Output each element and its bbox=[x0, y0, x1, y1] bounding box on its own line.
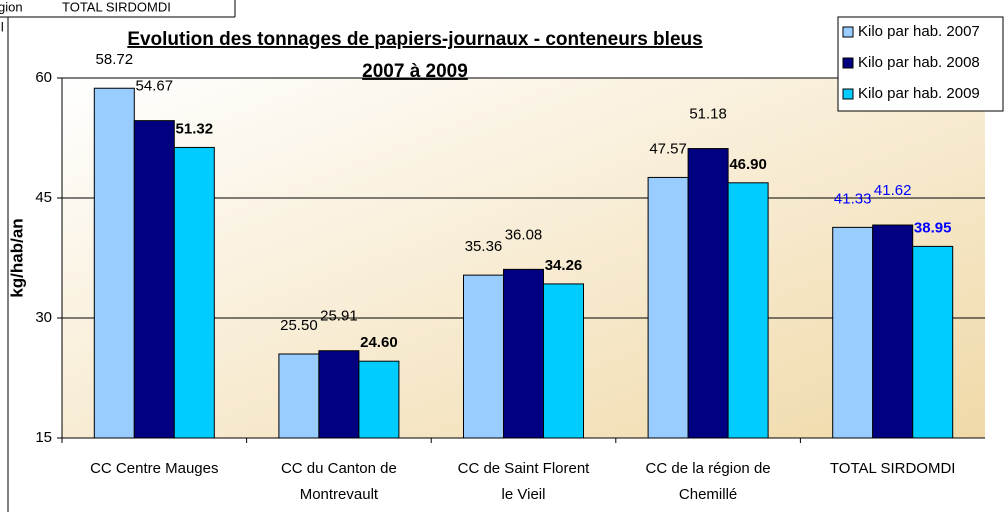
y-tick-label: 15 bbox=[35, 429, 52, 446]
bar bbox=[133, 120, 175, 439]
x-tick-label: Chemillé bbox=[679, 486, 737, 503]
x-tick-label: Montrevault bbox=[300, 486, 379, 503]
value-label: 25.50 bbox=[280, 317, 318, 334]
y-tick-label: 30 bbox=[35, 309, 52, 326]
y-axis-title: kg/hab/an bbox=[7, 218, 26, 297]
value-label: 34.26 bbox=[545, 257, 583, 274]
legend-label: Kilo par hab. 2008 bbox=[858, 54, 980, 71]
cell-text: gion bbox=[0, 0, 23, 14]
y-tick-label: 60 bbox=[35, 69, 52, 86]
legend-swatch bbox=[842, 26, 854, 38]
x-tick-label: TOTAL SIRDOMDI bbox=[830, 460, 956, 477]
bar bbox=[872, 224, 914, 439]
legend-label: Kilo par hab. 2009 bbox=[858, 85, 980, 102]
bar bbox=[912, 245, 954, 439]
bar bbox=[503, 268, 544, 439]
legend-swatch bbox=[842, 57, 854, 69]
bar bbox=[727, 182, 769, 439]
bar bbox=[93, 87, 135, 439]
chart-title: Evolution des tonnages de papiers-journa… bbox=[127, 29, 702, 50]
chart-subtitle: 2007 à 2009 bbox=[362, 61, 468, 82]
cell-text: il bbox=[0, 19, 4, 34]
value-label: 51.32 bbox=[176, 120, 214, 137]
value-label: 54.67 bbox=[136, 78, 174, 95]
value-label: 41.33 bbox=[834, 190, 872, 207]
value-label: 46.90 bbox=[729, 156, 767, 173]
value-label: 58.72 bbox=[96, 51, 134, 68]
value-label: 24.60 bbox=[360, 334, 398, 351]
bar bbox=[318, 350, 360, 439]
x-tick-label: CC du Canton de bbox=[281, 460, 397, 477]
value-label: 36.08 bbox=[505, 226, 543, 243]
bar bbox=[687, 148, 729, 439]
x-tick-label: le Vieil bbox=[502, 486, 546, 503]
value-label: 38.95 bbox=[914, 219, 952, 236]
bar bbox=[278, 353, 320, 439]
x-tick-label: CC de Saint Florent bbox=[458, 460, 591, 477]
value-label: 47.57 bbox=[649, 140, 687, 157]
value-label: 51.18 bbox=[689, 106, 727, 123]
y-tick-label: 45 bbox=[35, 189, 52, 206]
x-tick-label: CC de la région de bbox=[646, 460, 771, 477]
legend-swatch bbox=[842, 88, 854, 100]
value-label: 41.62 bbox=[874, 182, 912, 199]
bar bbox=[358, 360, 400, 439]
bar bbox=[463, 274, 504, 439]
legend-label: Kilo par hab. 2007 bbox=[858, 23, 980, 40]
bar bbox=[543, 283, 584, 439]
value-label: 25.91 bbox=[320, 308, 358, 325]
cell-text: TOTAL SIRDOMDI bbox=[62, 0, 171, 14]
bar bbox=[832, 226, 874, 439]
x-tick-label: CC Centre Mauges bbox=[90, 460, 218, 477]
bar bbox=[647, 176, 689, 439]
legend-box bbox=[837, 16, 1004, 112]
bar bbox=[173, 146, 215, 439]
value-label: 35.36 bbox=[465, 238, 503, 255]
